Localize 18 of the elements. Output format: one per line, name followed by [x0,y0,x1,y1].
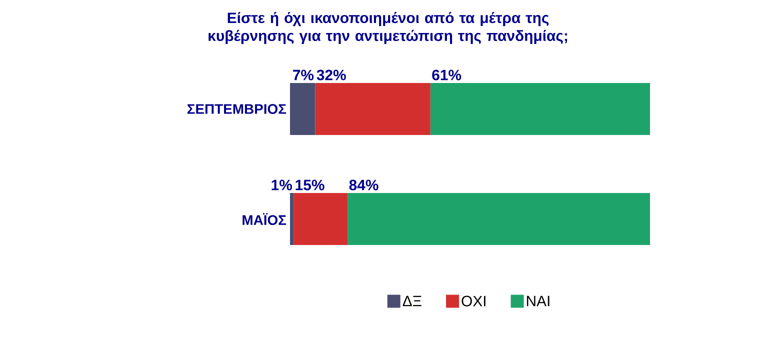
legend-label: ΟΧΙ [462,296,486,306]
legend-label: ΔΞ [402,296,422,306]
bar [348,193,650,246]
data-label: 84% [349,180,378,190]
chart-title: Είστε ή όχι ικανοποιημένοι από τα μέτρα της κυβέρνησης για την αντιμετώπιση της πανδημίας; [208,12,568,44]
bar [290,83,316,136]
y-tick-label: ΣΕΠΤΕΜΒΡΙΟΣ [187,104,286,114]
data-label: 15% [296,180,324,190]
bar [430,83,650,136]
legend-label: ΝΑΙ [526,296,550,306]
y-tick-label: ΜΑΪΟΣ [242,212,286,226]
bar [290,193,294,246]
data-label: 61% [432,70,462,80]
data-label: 32% [316,70,346,80]
bar [315,83,430,136]
bar [294,193,348,246]
data-label: 1% [272,180,292,190]
data-label: 7% [293,70,314,80]
